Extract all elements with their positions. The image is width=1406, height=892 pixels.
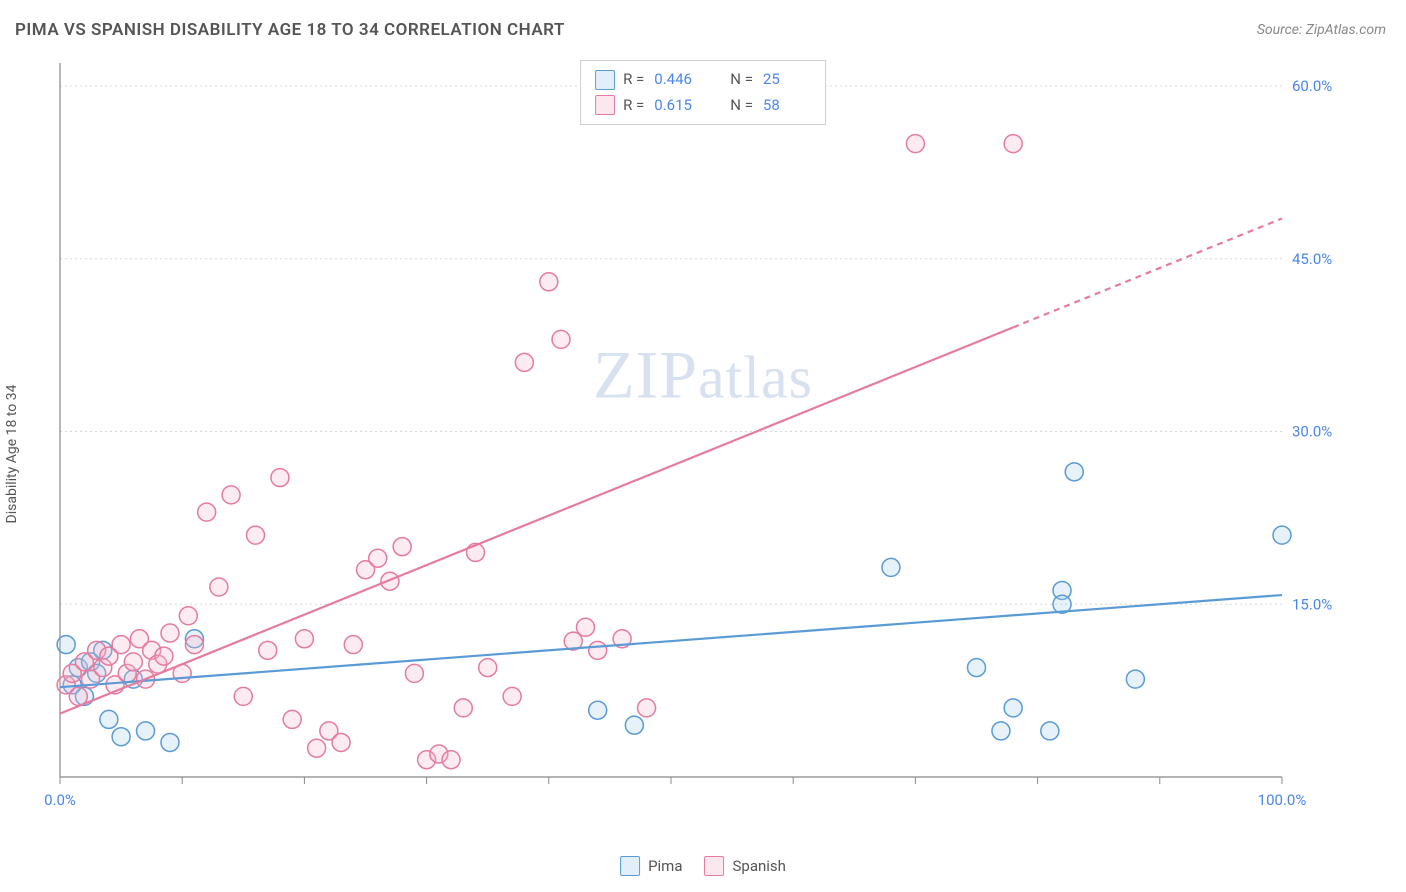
data-point — [405, 664, 423, 682]
data-point — [393, 538, 411, 556]
x-tick-label: 0.0% — [44, 791, 76, 809]
data-point — [369, 549, 387, 567]
data-point — [210, 578, 228, 596]
data-point — [1004, 135, 1022, 153]
source-label: Source: ZipAtlas.com — [1257, 22, 1386, 38]
chart-title: PIMA VS SPANISH DISABILITY AGE 18 TO 34 … — [15, 20, 565, 40]
data-point — [332, 733, 350, 751]
legend-stats-row: R = 0.615 N = 58 — [595, 93, 811, 119]
legend-r-value: 0.446 — [654, 67, 702, 93]
y-tick-label: 60.0% — [1292, 77, 1332, 95]
legend-series-name: Spanish — [733, 857, 786, 875]
data-point — [198, 503, 216, 521]
data-point — [968, 659, 986, 677]
data-point — [552, 330, 570, 348]
legend-r-value: 0.615 — [654, 93, 702, 119]
data-point — [222, 486, 240, 504]
data-point — [454, 699, 472, 717]
data-point — [1273, 526, 1291, 544]
data-point — [155, 647, 173, 665]
data-point — [1004, 699, 1022, 717]
data-point — [283, 710, 301, 728]
legend-swatch — [620, 856, 640, 876]
data-point — [479, 659, 497, 677]
data-point — [161, 624, 179, 642]
data-point — [1065, 463, 1083, 481]
data-point — [515, 353, 533, 371]
data-point — [247, 526, 265, 544]
data-point — [625, 716, 643, 734]
legend-n-label: N = — [730, 93, 753, 119]
data-point — [1041, 722, 1059, 740]
data-point — [185, 636, 203, 654]
y-tick-label: 45.0% — [1292, 250, 1332, 268]
data-point — [589, 701, 607, 719]
data-point — [381, 572, 399, 590]
scatter-chart: 15.0%30.0%45.0%60.0%0.0%100.0% — [52, 55, 1342, 825]
plot-area: 15.0%30.0%45.0%60.0%0.0%100.0% — [52, 55, 1342, 825]
data-point — [234, 687, 252, 705]
data-point — [179, 607, 197, 625]
trend-line-spanish-extrapolated — [1013, 218, 1282, 327]
legend-stats-box: R = 0.446 N = 25 R = 0.615 N = 58 — [580, 60, 826, 125]
y-axis-label: Disability Age 18 to 34 — [4, 385, 20, 524]
data-point — [161, 733, 179, 751]
series-spanish — [57, 135, 1022, 769]
x-tick-label: 100.0% — [1258, 791, 1307, 809]
legend-n-label: N = — [730, 67, 753, 93]
data-point — [259, 641, 277, 659]
data-point — [271, 469, 289, 487]
legend-item: Spanish — [705, 856, 786, 876]
legend-series-name: Pima — [648, 857, 682, 875]
legend-item: Pima — [620, 856, 682, 876]
data-point — [442, 751, 460, 769]
data-point — [992, 722, 1010, 740]
legend-swatch — [595, 70, 615, 90]
data-point — [638, 699, 656, 717]
legend-swatch — [595, 95, 615, 115]
series-pima — [57, 463, 1291, 752]
data-point — [112, 728, 130, 746]
trend-line-pima — [60, 595, 1282, 687]
data-point — [112, 636, 130, 654]
legend-r-label: R = — [623, 67, 644, 93]
y-tick-label: 15.0% — [1292, 595, 1332, 613]
data-point — [540, 273, 558, 291]
data-point — [503, 687, 521, 705]
data-point — [308, 739, 326, 757]
y-tick-label: 30.0% — [1292, 423, 1332, 441]
data-point — [906, 135, 924, 153]
legend-stats-row: R = 0.446 N = 25 — [595, 67, 811, 93]
legend-n-value: 58 — [763, 93, 811, 119]
legend-r-label: R = — [623, 93, 644, 119]
data-point — [1126, 670, 1144, 688]
legend-swatch — [705, 856, 725, 876]
data-point — [124, 653, 142, 671]
data-point — [100, 710, 118, 728]
data-point — [344, 636, 362, 654]
legend-series: Pima Spanish — [620, 856, 786, 876]
data-point — [576, 618, 594, 636]
data-point — [882, 558, 900, 576]
data-point — [589, 641, 607, 659]
data-point — [57, 636, 75, 654]
legend-n-value: 25 — [763, 67, 811, 93]
data-point — [295, 630, 313, 648]
data-point — [137, 722, 155, 740]
